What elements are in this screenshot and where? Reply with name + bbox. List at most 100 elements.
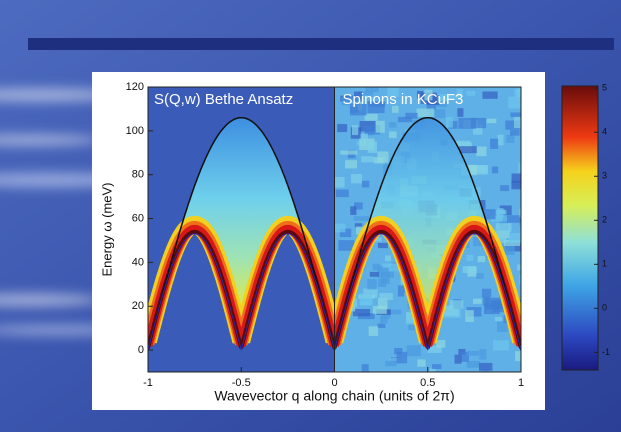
x-axis-label: Wavevector q along chain (units of 2π) [214,388,454,404]
noise-cell [340,150,358,155]
continuum [334,117,521,351]
panel-title: S(Q,w) Bethe Ansatz [154,91,293,108]
noise-cell [481,209,496,220]
x-tick-label: -0.5 [232,377,251,389]
noise-cell [387,87,399,97]
noise-cell [470,117,487,129]
noise-cell [497,134,504,146]
colorbar-tick-label: 3 [602,171,607,181]
noise-cell [364,114,378,121]
noise-cell [493,340,509,351]
noise-cell [388,263,402,272]
noise-cell [506,134,515,143]
noise-cell [490,215,503,222]
noise-cell [476,273,484,279]
x-tick-label: 0.5 [420,377,435,389]
noise-cell [364,125,381,135]
noise-cell [379,316,388,324]
noise-cell [388,131,397,138]
noise-cell [368,326,379,336]
noise-cell [350,103,367,116]
noise-cell [379,292,393,301]
panel-title: Spinons in KCuF3 [343,91,464,108]
noise-cell [373,157,385,164]
noise-cell [339,228,352,238]
noise-cell [428,109,446,119]
noise-cell [369,271,379,277]
noise-cell [341,97,360,106]
y-tick-label: 80 [132,169,144,181]
noise-cell [405,112,418,119]
noise-cell [352,309,371,317]
colorbar-tick-label: 4 [602,127,607,137]
noise-cell [517,162,521,173]
noise-cell [466,307,482,317]
noise-cell [466,254,474,262]
noise-cell [502,244,515,256]
noise-cell [452,140,471,147]
noise-cell [446,94,460,101]
noise-cell [494,316,502,322]
noise-cell [477,256,486,263]
noise-cell [458,117,477,129]
noise-cell [494,230,510,239]
noise-cell [490,138,499,149]
noise-cell [466,90,476,96]
noise-cell [377,297,388,310]
noise-cell [396,351,408,364]
noise-cell [357,91,374,96]
noise-cell [466,350,479,356]
y-tick-label: 0 [138,344,144,356]
noise-cell [479,362,493,371]
upper-boundary [148,116,335,351]
noise-cell [417,359,426,367]
noise-cell [495,223,512,232]
noise-cell [508,96,521,109]
noise-cell [510,129,520,136]
x-tick-label: 1 [518,377,524,389]
noise-cell [427,345,442,353]
noise-cell [511,173,521,183]
noise-cell [416,108,435,117]
noise-cell [485,297,503,310]
noise-cell [334,176,345,188]
noise-cell [368,101,386,107]
noise-cell [367,141,378,153]
noise-cell [377,151,389,163]
y-tick-label: 120 [126,81,144,93]
noise-cell [353,216,369,221]
title-bar [28,38,614,50]
noise-cell [473,237,486,247]
noise-cell [476,146,487,157]
panel [334,116,521,351]
noise-cell [473,298,482,304]
noise-cell [500,185,510,192]
noise-cell [335,223,346,233]
colorbar-tick-label: 2 [602,215,607,225]
noise-cell [426,101,436,110]
noise-cell [359,138,375,151]
noise-cell [377,323,386,329]
noise-cell [359,293,373,306]
noise-cell [394,348,403,355]
noise-cell [462,266,477,273]
noise-cell [510,112,521,118]
noise-cell [372,263,380,271]
noise-cell [432,364,442,369]
noise-cell [380,272,390,285]
colorbar-tick-label: 1 [602,259,607,269]
noise-cell [469,164,488,173]
noise-cell [377,265,395,278]
colorbar-tick-label: -1 [602,347,610,357]
noise-cell [446,117,453,128]
noise-cell [335,189,349,198]
colorbar-tick-label: 0 [602,303,607,313]
noise-cell [345,160,358,169]
noise-cell [437,93,448,101]
noise-cell [406,345,421,357]
noise-cell [416,90,424,99]
noise-cell [448,120,458,129]
noise-cell [385,360,397,367]
noise-cell [338,240,355,251]
noise-cell [371,237,382,242]
